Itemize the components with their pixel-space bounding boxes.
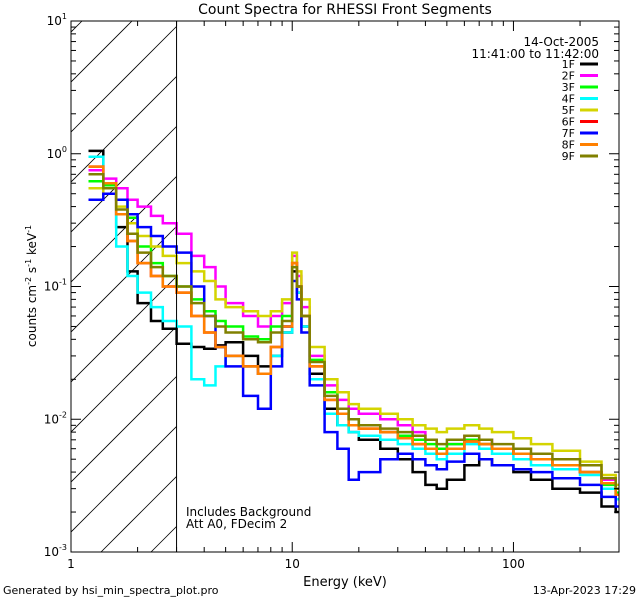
y-tick-base: 10 <box>47 14 62 28</box>
hatch-line <box>71 21 233 183</box>
y-tick-label: 10-2 <box>44 410 67 426</box>
legend-label-1f: 1F <box>562 58 575 71</box>
hatch-line <box>71 21 83 33</box>
y-tick-base: 10 <box>44 545 59 559</box>
y-tick-exp: -2 <box>59 410 67 419</box>
x-axis-label: Energy (keV) <box>303 575 387 590</box>
date-label: 14-Oct-2005 <box>523 35 599 49</box>
y-tick-base: 10 <box>44 412 59 426</box>
y-label-main: counts cm <box>25 285 39 347</box>
hatch-region <box>71 21 619 552</box>
time-range-label: 11:41:00 to 11:42:00 <box>472 47 599 61</box>
legend-label-5f: 5F <box>562 104 575 117</box>
legend-label-6f: 6F <box>562 116 575 129</box>
hatch-mask <box>176 21 619 552</box>
legend-label-4f: 4F <box>562 93 575 106</box>
series-line-4f <box>88 155 619 501</box>
y-tick-base: 10 <box>44 280 59 294</box>
legend-label-9f: 9F <box>562 150 575 163</box>
x-tick-label: 1 <box>67 557 75 571</box>
legend-label-2f: 2F <box>562 70 575 83</box>
footer-timestamp: 13-Apr-2023 17:29 <box>533 584 636 597</box>
x-tick-label: 100 <box>502 557 525 571</box>
y-tick-exp: -1 <box>59 278 67 287</box>
y-tick-base: 10 <box>47 147 62 161</box>
y-tick-exp: 0 <box>62 145 67 154</box>
y-label-exp-2: -1 <box>24 259 33 267</box>
y-label-exp-1: -2 <box>24 277 33 285</box>
series-line-8f <box>88 165 619 496</box>
y-tick-label: 10-3 <box>44 543 67 559</box>
y-tick-exp: -3 <box>59 543 67 552</box>
x-tick-label: 10 <box>285 557 300 571</box>
y-label-end: keV <box>25 232 39 259</box>
y-tick-label: 100 <box>47 145 67 161</box>
legend-label-3f: 3F <box>562 81 575 94</box>
hatch-line <box>71 21 133 83</box>
annotation-attenuator: Att A0, FDecim 2 <box>186 517 287 531</box>
hatch-line <box>71 21 183 133</box>
series-line-7f <box>88 192 619 508</box>
series-line-9f <box>88 173 619 490</box>
chart-title: Count Spectra for RHESSI Front Segments <box>198 2 492 18</box>
y-tick-label: 101 <box>47 12 67 28</box>
y-tick-label: 10-1 <box>44 278 67 294</box>
legend-label-7f: 7F <box>562 127 575 140</box>
y-label-mid: s <box>25 267 39 277</box>
annotation-background: Includes Background <box>186 505 311 519</box>
y-label-exp-3: -1 <box>24 225 33 233</box>
legend-label-8f: 8F <box>562 139 575 152</box>
y-tick-exp: 1 <box>62 12 67 21</box>
footer-generated-by: Generated by hsi_min_spectra_plot.pro <box>3 584 219 597</box>
series-layer <box>88 149 619 514</box>
y-axis-label: counts cm-2 s-1 keV-1 <box>24 225 39 347</box>
series-line-5f <box>88 186 619 487</box>
